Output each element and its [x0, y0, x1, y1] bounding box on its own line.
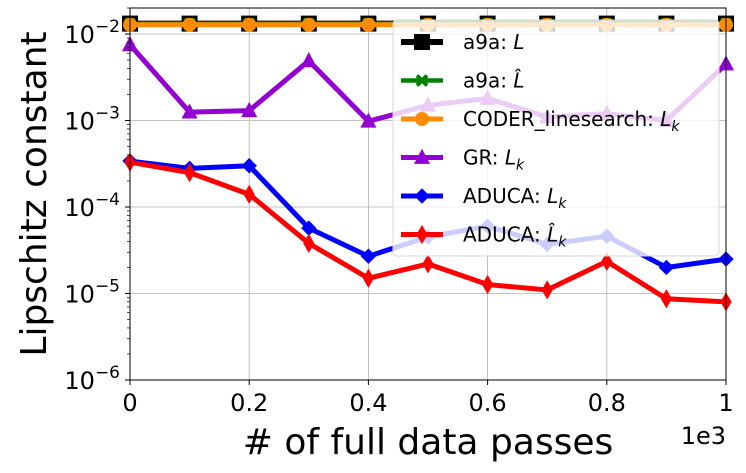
- x-scale-label: 1e3: [681, 422, 726, 450]
- series-aduca-l-k: [124, 152, 732, 312]
- legend-label: ADUCA: L̂k: [463, 223, 567, 251]
- data-point: [415, 74, 429, 87]
- data-point: [303, 233, 315, 253]
- tick-labels: 0 0.2 0.4 0.6 0.8 1 10−6 10−5 10−4 10−3 10−2: [64, 7, 734, 417]
- data-point: [482, 274, 494, 295]
- y-tick-label: 10−2: [64, 17, 120, 49]
- legend-label: GR: Lk: [463, 146, 525, 174]
- legend-entry: ADUCA: Lk: [401, 184, 567, 212]
- y-tick-label: 10−4: [64, 190, 120, 222]
- data-point: [301, 220, 317, 236]
- x-tick-label: 0.6: [469, 389, 507, 417]
- data-point: [414, 148, 430, 164]
- legend-entry: a9a: L̂: [401, 69, 525, 93]
- legend-label: ADUCA: Lk: [463, 184, 567, 212]
- legend-entry: GR: Lk: [401, 146, 525, 174]
- x-axis-label: # of full data passes: [243, 422, 614, 463]
- data-point: [416, 224, 428, 245]
- legend-label: a9a: L̂: [463, 69, 525, 93]
- data-point: [300, 52, 317, 68]
- legend-entry: a9a: L: [401, 30, 525, 54]
- data-point: [414, 34, 430, 50]
- data-point: [182, 17, 197, 32]
- data-point: [601, 251, 613, 272]
- data-point: [242, 17, 257, 32]
- y-tick-label: 10−6: [64, 363, 120, 395]
- data-point: [243, 184, 255, 204]
- legend-box: [392, 19, 720, 257]
- data-point: [241, 101, 258, 118]
- x-tick-label: 0.2: [230, 389, 268, 417]
- legend-entry: ADUCA: L̂k: [401, 223, 567, 251]
- data-point: [360, 248, 377, 264]
- data-point: [541, 280, 553, 300]
- data-point: [360, 112, 377, 128]
- legend-label: CODER_linesearch: Lk: [463, 107, 680, 135]
- data-point: [241, 158, 257, 174]
- x-tick-label: 1: [718, 389, 733, 417]
- data-point: [658, 259, 675, 276]
- legend-entry: CODER_linesearch: Lk: [401, 107, 680, 135]
- data-point: [301, 17, 316, 32]
- y-axis-label: Lipschitz constant: [14, 31, 55, 356]
- y-tick-label: 10−3: [64, 104, 120, 136]
- x-tick-label: 0.8: [588, 389, 626, 417]
- data-point: [415, 112, 429, 126]
- data-point: [414, 188, 430, 204]
- data-point: [361, 17, 376, 32]
- y-tick-label: 10−5: [64, 277, 120, 309]
- x-tick-label: 0: [122, 389, 137, 417]
- data-point: [181, 103, 198, 119]
- data-point: [660, 289, 672, 309]
- plot-frame: [129, 7, 727, 381]
- data-point: [362, 268, 374, 288]
- data-point: [422, 254, 434, 274]
- data-point: [184, 162, 196, 183]
- legend: a9a: L a9a: L̂ CODER_linesearch: Lk GR: Lk A…: [392, 19, 720, 257]
- x-tick-label: 0.4: [349, 389, 387, 417]
- legend-label: a9a: L: [463, 30, 525, 54]
